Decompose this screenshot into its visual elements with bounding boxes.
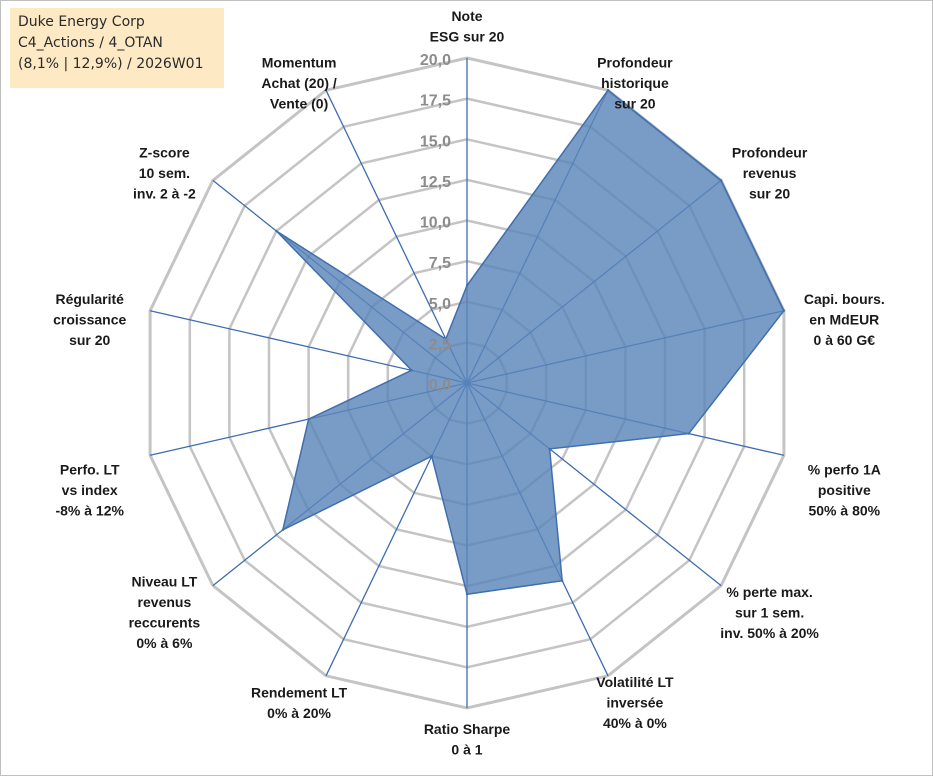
series-point [687, 432, 690, 435]
tick-label: 20,0 [420, 52, 451, 69]
axis-spoke [325, 89, 468, 384]
axis-label: Note ESG sur 20 [430, 8, 505, 45]
axis-label-line: revenus [743, 165, 797, 181]
axis-label: Ratio Sharpe 0 à 1 [424, 721, 511, 758]
tick-label: 15,0 [420, 133, 451, 150]
axis-label-line: positive [818, 482, 871, 498]
tick-label: 0,0 [429, 377, 451, 394]
series-point [548, 447, 551, 451]
axis-label-line: Z-score [139, 145, 190, 161]
tick-label: 12,5 [420, 174, 451, 191]
series-point [606, 89, 610, 92]
tick-label: 2,5 [429, 336, 451, 353]
axis-label: % perfo 1A positive 50% à 80% [808, 462, 881, 519]
axis-label-line: Ratio Sharpe [424, 721, 511, 737]
axis-label-line: Rendement LT [251, 684, 348, 700]
axis-label-line: vs index [62, 482, 118, 498]
axis-label: Profondeur revenus sur 20 [732, 145, 808, 202]
axis-label-line: 40% à 0% [603, 715, 667, 731]
series-area [275, 89, 785, 596]
axis-label-line: historique [601, 75, 669, 91]
axis-label: Volatilité LT inversée 40% à 0% [596, 674, 674, 731]
axis-labels: Note ESG sur 20 Profondeur historique sur 20… [53, 8, 885, 758]
series-point [561, 579, 564, 582]
axis-label-line: inv. 2 à -2 [133, 186, 196, 202]
series-point [444, 337, 447, 341]
axis-label-line: 10 sem. [139, 165, 190, 181]
axis-label-line: reccurents [129, 615, 201, 631]
axis-label: Z-score 10 sem. inv. 2 à -2 [133, 145, 196, 202]
axis-label-line: 0 à 60 G€ [814, 332, 876, 348]
axis-label-line: 0 à 1 [451, 742, 482, 758]
axis-label-line: sur 20 [614, 95, 655, 111]
axis-label-line: inv. 50% à 20% [720, 625, 819, 641]
tick-label: 17,5 [420, 93, 451, 110]
axis-label-line: Régularité [55, 291, 124, 307]
axis-label: Profondeur historique sur 20 [597, 54, 673, 111]
axis-label-line: Vente (0) [270, 95, 328, 111]
axis-label-line: 0% à 20% [267, 705, 331, 721]
axis-label: Rendement LT 0% à 20% [251, 684, 348, 721]
axis-label-line: sur 20 [749, 186, 790, 202]
series-point [430, 455, 433, 458]
info-period: (8,1% | 12,9%) / 2026W01 [18, 56, 204, 72]
axis-label-line: 50% à 80% [808, 503, 880, 519]
series-point [275, 229, 278, 233]
tick-label: 5,0 [429, 296, 451, 313]
series-point [465, 284, 469, 287]
axis-label: Régularité croissance sur 20 [53, 291, 126, 348]
axis-label-line: Perfo. LT [60, 462, 120, 478]
axis-label-line: sur 1 sem. [735, 604, 804, 620]
axis-label-line: ESG sur 20 [430, 29, 505, 45]
tick-label: 7,5 [429, 255, 451, 272]
radar-series [275, 89, 786, 596]
axis-label: % perte max. sur 1 sem. inv. 50% à 20% [720, 584, 819, 641]
axis-label-line: sur 20 [69, 332, 110, 348]
axis-label-line: Volatilité LT [596, 674, 674, 690]
axis-label-line: Note [451, 8, 482, 24]
axis-label-line: revenus [138, 594, 192, 610]
info-box: Duke Energy Corp C4_Actions / 4_OTAN (8,… [10, 8, 224, 88]
axis-label-line: en MdEUR [809, 311, 879, 327]
axis-label-line: Capi. bours. [804, 291, 885, 307]
info-company: Duke Energy Corp [18, 14, 145, 30]
info-category: C4_Actions / 4_OTAN [18, 35, 163, 51]
axis-label-line: Profondeur [732, 145, 808, 161]
series-point [719, 179, 723, 182]
axis-label-line: Achat (20) / [261, 75, 337, 91]
axis-label: Momentum Achat (20) / Vente (0) [261, 54, 337, 111]
axis-label: Perfo. LT vs index -8% à 12% [55, 462, 124, 519]
axis-label-line: -8% à 12% [55, 503, 124, 519]
axis-label: Niveau LT revenus reccurents 0% à 6% [129, 574, 201, 652]
axis-label-line: Profondeur [597, 54, 673, 70]
axis-label-line: Momentum [262, 54, 337, 70]
axis-label-line: % perte max. [726, 584, 812, 600]
series-point [465, 593, 469, 596]
axis-label-line: 0% à 6% [136, 635, 193, 651]
radial-tick-labels: 0,0 2,5 5,0 7,5 10,0 12,5 15,0 17,5 20,0 [420, 52, 451, 394]
axis-label-line: Niveau LT [131, 574, 197, 590]
axis-label-line: inversée [606, 695, 663, 711]
axis-label: Capi. bours. en MdEUR 0 à 60 G€ [804, 291, 885, 348]
series-point [782, 309, 786, 312]
series-point [410, 369, 413, 372]
series-point [281, 528, 284, 532]
axis-label-line: croissance [53, 311, 126, 327]
series-point [307, 418, 310, 421]
axis-label-line: % perfo 1A [808, 462, 881, 478]
tick-label: 10,0 [420, 215, 451, 232]
